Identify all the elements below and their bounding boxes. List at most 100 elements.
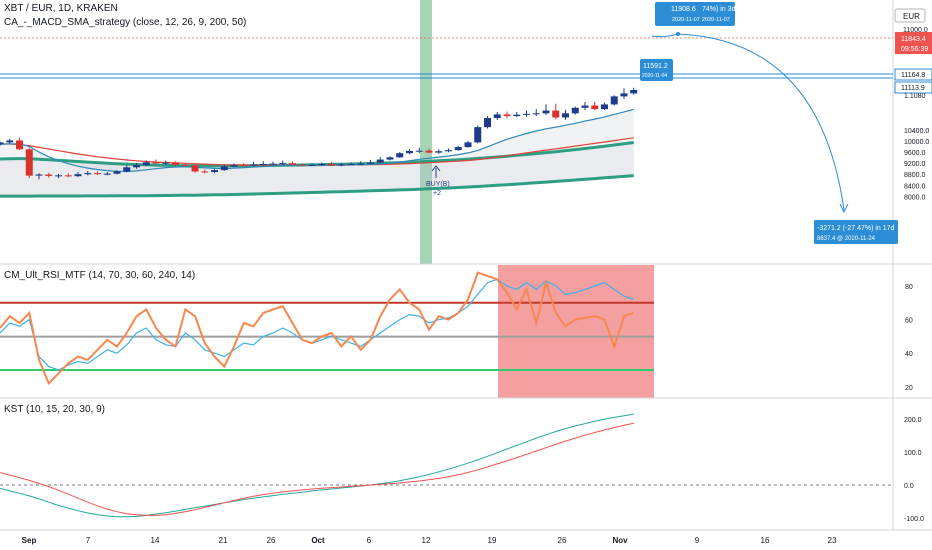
candle-up (269, 163, 277, 165)
candle-up (454, 147, 462, 151)
candle-down (425, 150, 433, 153)
candle-up (220, 166, 228, 171)
projection-arc (677, 33, 845, 211)
time-tick-label: 19 (488, 536, 497, 545)
candle-down (152, 162, 160, 164)
candle-up (562, 113, 569, 118)
last-price-badge (895, 32, 932, 54)
kst-tick-label: 0.0 (904, 483, 914, 490)
time-tick-label: 12 (422, 536, 431, 545)
candle-up (630, 89, 638, 94)
candle-up (542, 110, 550, 114)
candle-down (172, 162, 179, 165)
candle-up (396, 153, 404, 158)
candle-up (532, 113, 540, 115)
candle-down (181, 164, 189, 166)
candle-down (289, 163, 296, 165)
time-tick-label: 14 (151, 536, 160, 545)
strategy-title[interactable]: CA_-_MACD_SMA_strategy (close, 12, 26, 9… (4, 17, 247, 28)
candle-up (162, 162, 170, 164)
rsi-tick-label: 40 (905, 351, 913, 358)
candle-up (0, 142, 4, 145)
candle-up (230, 165, 238, 167)
level-b-value: 11113.9 (901, 85, 925, 92)
mid-price-callout (640, 59, 673, 81)
top-callout-change: 74%) in 3d (702, 6, 736, 13)
time-tick-label: 16 (761, 536, 770, 545)
candle-up (259, 163, 267, 165)
candle-up (113, 171, 121, 174)
mid-callout-date: 2020-11-04 (642, 73, 667, 79)
candle-up (386, 157, 394, 160)
time-tick-label: Sep (22, 536, 37, 545)
candle-up (211, 170, 218, 173)
kst-tick-label: 200.0 (904, 417, 922, 424)
time-tick-label: 23 (828, 536, 837, 545)
time-tick-label: Nov (612, 536, 628, 545)
candle-up (55, 175, 62, 177)
kst-signal-line (0, 422, 634, 516)
time-tick-label: 26 (267, 536, 276, 545)
buy-signal-label: BUY(B) (426, 181, 450, 188)
projection-start-curve (651, 33, 679, 38)
candle-up (318, 163, 326, 165)
time-tick-label: Oct (311, 536, 325, 545)
candle-up (435, 151, 443, 153)
candle-up (74, 174, 82, 177)
symbol-title: XBT / EUR, 1D, KRAKEN (4, 3, 118, 14)
rsi-tick-label: 20 (905, 385, 913, 392)
candle-down (191, 165, 199, 172)
price-tick-label: 8800.0 (904, 172, 926, 179)
rsi-line (0, 271, 635, 386)
candle-up (337, 164, 345, 166)
projection-target: 8637.4 @ 2020-11-24 (817, 236, 876, 242)
kst-tick-label: 100.0 (904, 450, 922, 457)
rsi-tick-label: 60 (905, 318, 913, 325)
candle-down (591, 105, 599, 110)
currency-label: EUR (903, 12, 920, 21)
price-tick-label: 10400.0 (904, 128, 929, 135)
candle-up (376, 159, 384, 163)
price-tick-label: 8400.0 (904, 183, 926, 190)
candle-up (513, 114, 521, 117)
time-tick-label: 21 (219, 536, 228, 545)
candle-up (84, 173, 92, 175)
projection-arrow-icon (839, 203, 849, 214)
currency-box (894, 8, 926, 23)
sma-200-line (0, 174, 634, 198)
rsi-overbought-highlight-zone (498, 265, 654, 398)
candle-up (620, 93, 628, 97)
buy-signal-band (420, 0, 432, 264)
candle-up (493, 114, 501, 119)
rsi-htf-line (0, 278, 634, 371)
candle-up (484, 118, 491, 128)
price-tick-label: 9200.0 (904, 161, 926, 168)
time-tick-label: 6 (367, 536, 372, 545)
candle-down (552, 110, 560, 118)
candle-up (464, 142, 472, 148)
candle-down (45, 174, 53, 176)
rsi-indicator-title[interactable]: CM_Ult_RSI_MTF (14, 70, 30, 60, 240, 14) (4, 270, 196, 281)
kst-indicator-title[interactable]: KST (10, 15, 20, 30, 9) (4, 404, 105, 415)
candle-down (94, 173, 101, 175)
rsi-tick-label: 80 (905, 284, 913, 291)
price-tick-label-partial: 1.1080 (904, 93, 926, 100)
candle-up (308, 164, 316, 166)
mid-callout-price: 11591.2 (643, 63, 668, 70)
candle-down (328, 163, 335, 166)
candle-up (103, 173, 111, 175)
price-tick-label: 8000.0 (904, 194, 926, 201)
level-badge-a (894, 68, 932, 81)
level-a-value: 11164.8 (901, 72, 925, 79)
level-badge-b (894, 81, 932, 94)
fast-ma-line (0, 108, 634, 173)
top-callout-date-2: 2020-11-07 (702, 17, 730, 23)
candle-down (64, 175, 72, 177)
buy-signal-qty: +2 (433, 190, 441, 197)
sma-cloud-fill (0, 142, 634, 197)
time-tick-label: 7 (86, 536, 91, 545)
candle-up (133, 165, 140, 168)
